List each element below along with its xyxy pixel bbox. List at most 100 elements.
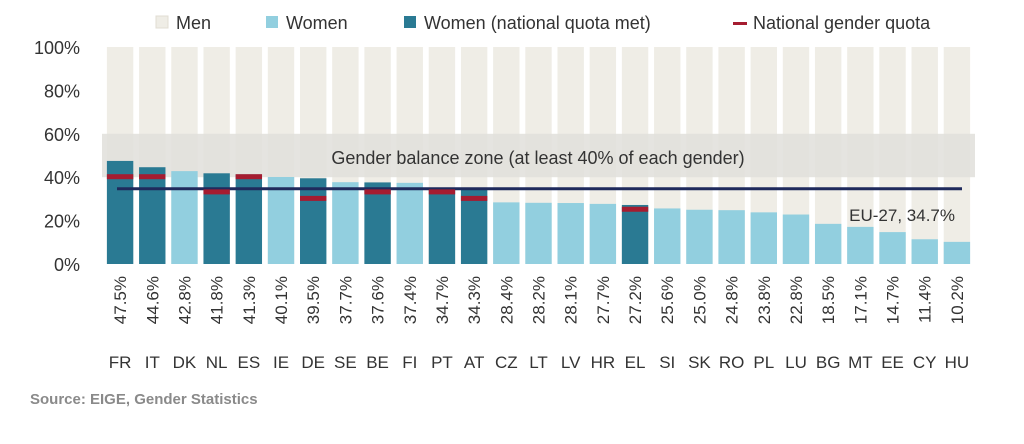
value-label-de: 39.5% (304, 276, 323, 324)
y-tick-label: 40% (44, 168, 80, 188)
value-label-lt: 28.2% (530, 276, 549, 324)
y-tick-label: 80% (44, 81, 80, 101)
legend-swatch-women (266, 16, 278, 28)
women-bar-nl (203, 173, 230, 264)
quota-marker-at (460, 195, 488, 201)
y-tick-label: 60% (44, 125, 80, 145)
value-label-si: 25.6% (658, 276, 677, 324)
x-tick-label-cy: CY (913, 353, 937, 372)
x-tick-label-nl: NL (206, 353, 228, 372)
quota-markers (106, 174, 649, 212)
y-tick-label: 20% (44, 212, 80, 232)
women-bar-pt (428, 188, 456, 264)
y-axis: 0% 20% 40% 60% 80% 100% (34, 38, 80, 275)
x-tick-label-lu: LU (785, 353, 807, 372)
women-bar-cy (911, 239, 938, 264)
women-bar-lv (557, 203, 584, 264)
value-label-fr: 47.5% (111, 276, 130, 324)
x-tick-label-hr: HR (591, 353, 616, 372)
source-note: Source: EIGE, Gender Statistics (30, 391, 258, 408)
x-tick-label-se: SE (334, 353, 357, 372)
legend: Men Women Women (national quota met) Nation… (155, 13, 931, 33)
quota-marker-be (364, 189, 391, 195)
value-label-sk: 25.0% (690, 276, 709, 324)
value-label-ee: 14.7% (884, 276, 903, 324)
women-bar-de (300, 178, 327, 264)
women-bar-ie (267, 176, 295, 264)
x-tick-label-el: EL (625, 353, 646, 372)
women-bar-be (364, 182, 391, 264)
women-bar-at (460, 189, 488, 264)
value-label-ie: 40.1% (272, 276, 291, 324)
quota-marker-it (139, 174, 166, 180)
legend-swatch-quota (733, 22, 747, 25)
x-tick-label-pl: PL (753, 353, 774, 372)
women-bar-bg (814, 223, 842, 264)
x-tick-label-ro: RO (719, 353, 745, 372)
x-tick-label-lv: LV (561, 353, 581, 372)
x-tick-label-de: DE (301, 353, 325, 372)
women-bar-dk (171, 171, 198, 264)
legend-label-women: Women (286, 13, 348, 33)
women-bar-mt (847, 226, 874, 264)
quota-marker-el (621, 206, 649, 212)
value-label-se: 37.7% (336, 276, 355, 324)
women-bar-lt (525, 202, 552, 264)
value-label-pl: 23.8% (755, 276, 774, 324)
value-label-it: 44.6% (143, 276, 162, 324)
women-bar-hu (943, 241, 971, 264)
legend-label-men: Men (176, 13, 211, 33)
value-labels: 47.5% 44.6% 42.8% 41.8% 41.3% 40.1% 39.5% 37.7%… (111, 276, 967, 324)
x-tick-label-be: BE (366, 353, 389, 372)
legend-label-quota: National gender quota (753, 13, 931, 33)
women-bar-el (621, 204, 649, 264)
quota-marker-nl (203, 189, 230, 195)
value-label-pt: 34.7% (433, 276, 452, 324)
gender-balance-zone (102, 133, 975, 178)
women-bar-ro (718, 210, 745, 264)
value-label-hu: 10.2% (948, 276, 967, 324)
value-label-cz: 28.4% (497, 276, 516, 324)
x-tick-label-lt: LT (529, 353, 548, 372)
y-tick-label: 0% (54, 255, 80, 275)
value-label-el: 27.2% (626, 276, 645, 324)
legend-swatch-women_quota (404, 16, 416, 28)
x-tick-label-sk: SK (688, 353, 711, 372)
women-bar-si (654, 208, 681, 264)
women-bar-fi (396, 182, 423, 264)
value-label-mt: 17.1% (851, 276, 870, 324)
value-label-dk: 42.8% (175, 276, 194, 324)
x-tick-label-ee: EE (881, 353, 904, 372)
women-bar-se (332, 182, 359, 264)
x-tick-label-fi: FI (402, 353, 417, 372)
gender-balance-zone-label: Gender balance zone (at least 40% of eac… (331, 148, 744, 168)
x-tick-label-dk: DK (173, 353, 197, 372)
value-label-hr: 27.7% (594, 276, 613, 324)
value-label-lu: 22.8% (787, 276, 806, 324)
women-bar-it (139, 167, 166, 264)
eu-average-label: EU-27, 34.7% (849, 206, 955, 225)
x-tick-label-hu: HU (945, 353, 970, 372)
x-tick-label-mt: MT (848, 353, 873, 372)
quota-marker-fr (106, 174, 134, 180)
value-label-be: 37.6% (369, 276, 388, 324)
x-tick-label-fr: FR (109, 353, 132, 372)
x-axis: FR IT DK NL ES IE DE SE BE FI PT AT CZ LT LV HR EL SI SK RO… (109, 353, 969, 372)
value-label-at: 34.3% (465, 276, 484, 324)
x-tick-label-bg: BG (816, 353, 841, 372)
women-bar-ee (879, 232, 906, 264)
women-bar-hr (589, 203, 617, 264)
women-bar-sk (686, 209, 713, 264)
quota-marker-pt (428, 189, 456, 195)
value-label-bg: 18.5% (819, 276, 838, 324)
x-tick-label-at: AT (464, 353, 484, 372)
x-tick-label-pt: PT (431, 353, 453, 372)
quota-marker-de (300, 195, 327, 201)
value-label-cy: 11.4% (916, 276, 935, 323)
x-tick-label-es: ES (237, 353, 260, 372)
women-bars (106, 160, 971, 264)
value-label-lv: 28.1% (562, 276, 581, 324)
value-label-es: 41.3% (240, 276, 259, 324)
women-bar-cz (493, 202, 520, 264)
